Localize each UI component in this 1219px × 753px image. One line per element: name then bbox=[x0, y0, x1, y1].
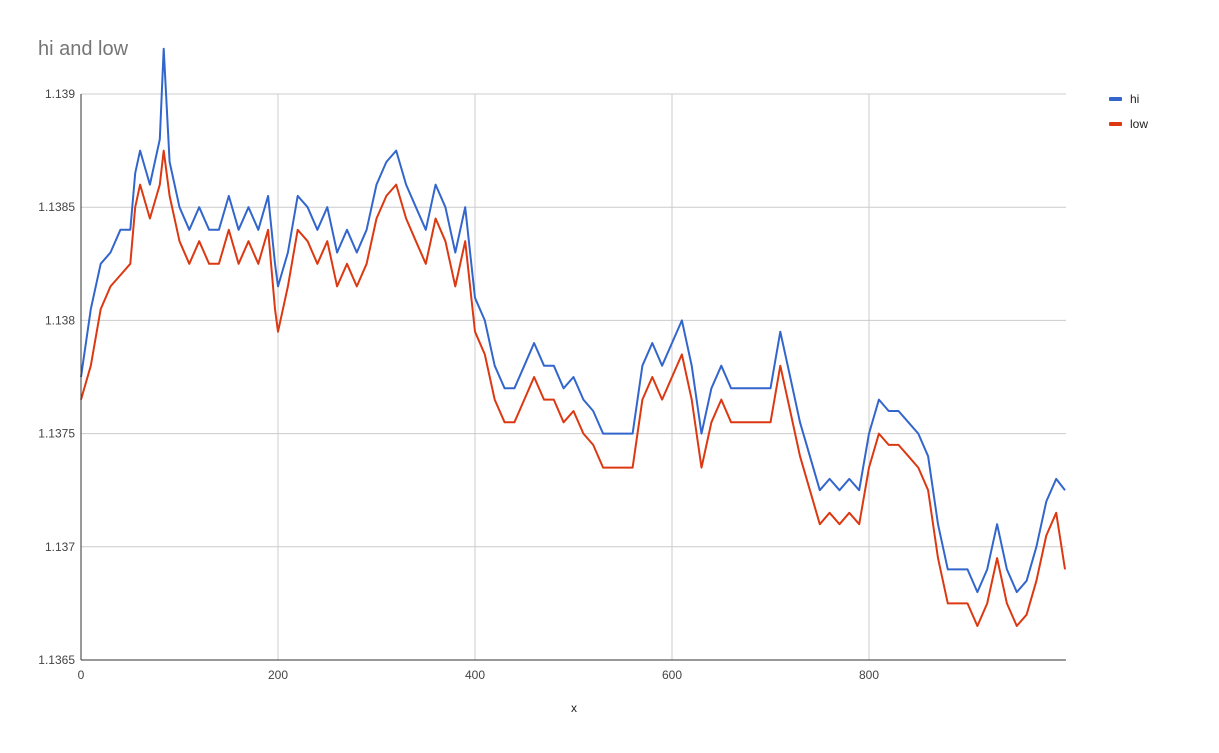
y-tick-label: 1.1365 bbox=[38, 653, 75, 667]
series-line-hi bbox=[80, 47, 1066, 594]
y-tick-label: 1.139 bbox=[45, 87, 75, 101]
y-tick-label: 1.1375 bbox=[38, 427, 75, 441]
chart-title: hi and low bbox=[38, 38, 129, 60]
legend: hi low bbox=[1109, 86, 1148, 136]
legend-item-low: low bbox=[1109, 111, 1148, 136]
y-tick-label: 1.1385 bbox=[38, 200, 75, 214]
x-tick-label: 400 bbox=[465, 668, 485, 682]
legend-label-hi: hi bbox=[1130, 91, 1140, 106]
x-axis-title: x bbox=[571, 701, 577, 715]
x-tick-label: 200 bbox=[268, 668, 288, 682]
series-line-low bbox=[80, 149, 1066, 627]
legend-swatch-low bbox=[1109, 121, 1122, 126]
legend-swatch-hi bbox=[1109, 96, 1122, 101]
y-tick-label: 1.137 bbox=[45, 540, 75, 554]
x-tick-label: 600 bbox=[662, 668, 682, 682]
y-tick-label: 1.138 bbox=[45, 313, 75, 327]
legend-item-hi: hi bbox=[1109, 86, 1148, 111]
x-tick-label: 800 bbox=[859, 668, 879, 682]
x-tick-label: 0 bbox=[78, 668, 85, 682]
legend-label-low: low bbox=[1130, 116, 1149, 131]
